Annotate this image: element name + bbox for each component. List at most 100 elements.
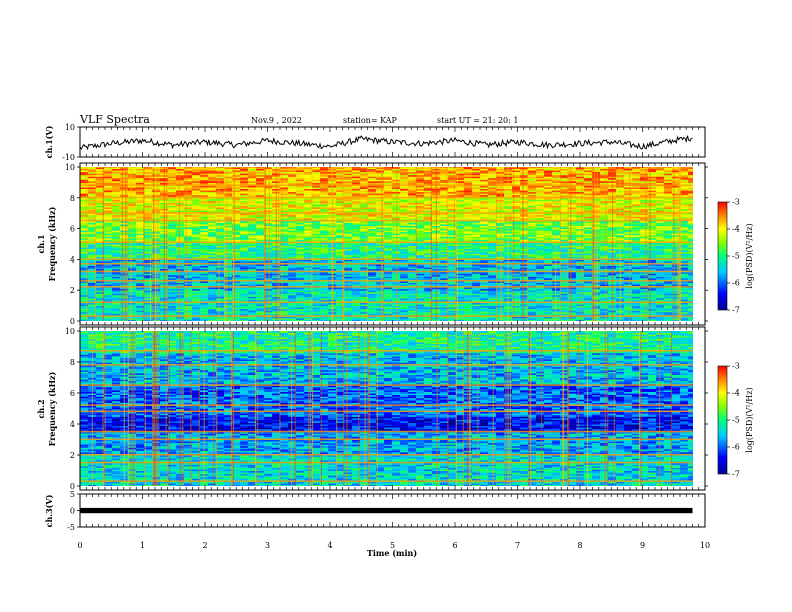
ch1-spectrogram-cell xyxy=(632,225,641,228)
ch1-spectrogram-cell xyxy=(224,251,233,254)
ch1-spectrogram-cell xyxy=(168,256,177,259)
ch1-spectrogram-cell xyxy=(208,233,217,236)
ch1-spectrogram-cell xyxy=(552,227,561,230)
ch1-spectrogram-cell xyxy=(480,230,489,233)
ch1-spectrogram-cell xyxy=(400,236,409,239)
ch1-spectrogram-cell xyxy=(576,317,585,320)
ch1-spectrogram-cell xyxy=(680,260,689,263)
ch1-spectrogram-cell xyxy=(384,248,393,251)
ch1-spectrogram-cell xyxy=(496,271,505,274)
ch1-spectrogram-cell xyxy=(416,225,425,228)
ch1-spectrogram-cell xyxy=(536,250,545,253)
ch1-spectrogram-cell xyxy=(688,237,693,240)
ch1-spectrogram-cell xyxy=(88,228,97,231)
ch1-spectrogram-cell xyxy=(376,307,385,310)
ch1-spectrogram-cell xyxy=(112,294,121,297)
ch1-spectrogram-cell xyxy=(368,231,377,234)
ch1-spectrogram-cell xyxy=(304,273,313,276)
ch1-spectrogram-cell xyxy=(656,239,665,242)
ch1-spectrogram-cell xyxy=(312,293,321,296)
ch1-spectrogram-cell xyxy=(264,313,273,316)
ch1-spectrogram-cell xyxy=(416,233,425,236)
ch1-spectrogram-cell xyxy=(640,253,649,256)
ch1-spectrogram-cell xyxy=(496,293,505,296)
ch1-spectrogram-cell xyxy=(552,228,561,231)
ch1-spectrogram-cell xyxy=(464,260,473,263)
ch1-spectrogram-cell xyxy=(96,288,105,291)
ch1-spectrogram-cell xyxy=(136,271,145,274)
ch1-spectrogram-cell xyxy=(512,233,521,236)
ch1-spectrogram-cell xyxy=(672,313,681,316)
ch1-spectrogram-cell xyxy=(536,245,545,248)
ch1-spectrogram-cell xyxy=(184,267,193,270)
ch1-spectrogram-cell xyxy=(280,277,289,280)
ch1-spectrogram-cell xyxy=(200,290,209,293)
ch1-spectrogram-cell xyxy=(168,248,177,251)
ch1-spectrogram-cell xyxy=(368,265,377,268)
ch1-spectrogram-cell xyxy=(112,282,121,285)
ch1-spectrogram-cell xyxy=(88,256,97,259)
ch1-spectrogram-cell xyxy=(280,256,289,259)
ch1-spectrogram-cell xyxy=(168,277,177,280)
ch1-spectrogram-cell xyxy=(240,308,249,311)
ch1-spectrogram-cell xyxy=(256,227,265,230)
ch1-spectrogram-cell xyxy=(376,290,385,293)
ch1-spectrogram-cell xyxy=(384,293,393,296)
ch1-spectrogram-cell xyxy=(640,259,649,262)
ch1-spectrogram-cell xyxy=(600,304,609,307)
ch1-spectrogram-cell xyxy=(424,224,433,226)
ch1-spectrogram-cell xyxy=(472,274,481,277)
ch1-spectrogram-cell xyxy=(344,250,353,253)
ch1-spectrogram-cell xyxy=(240,227,249,230)
ch1-spectrogram-cell xyxy=(640,233,649,236)
ch1-spectrogram-cell xyxy=(600,251,609,254)
ch1-spectrogram-cell xyxy=(544,220,553,223)
ch1-spectrogram-cell xyxy=(648,311,657,314)
ch1-spectrogram-cell xyxy=(448,256,457,259)
ch1-spectrogram-cell xyxy=(200,248,209,251)
ch1-spectrogram-cell xyxy=(584,297,593,300)
ch1-spectrogram-cell xyxy=(368,277,377,280)
ch1-spectrogram-cell xyxy=(280,220,289,223)
ch1-spectrogram-cell xyxy=(200,225,209,228)
ch1-spectrogram-cell xyxy=(576,287,585,290)
ch1-spectrogram-cell xyxy=(200,297,209,300)
ch1-spectrogram-cell xyxy=(352,260,361,263)
ch1-spectrogram-cell xyxy=(352,254,361,257)
ch1-spectrogram-cell xyxy=(528,256,537,259)
ch1-spectrogram-cell xyxy=(480,287,489,290)
ch1-spectrogram-cell xyxy=(80,276,89,279)
ch1-spectrogram-cell xyxy=(368,287,377,290)
ch1-spectrogram-cell xyxy=(488,260,497,263)
ch1-spectrogram-cell xyxy=(552,230,561,233)
ch1-spectrogram-cell xyxy=(168,274,177,277)
ch1-spectrogram-cell xyxy=(352,242,361,245)
ch1-spectrogram-cell xyxy=(312,319,321,321)
ch1-spectrogram-cell xyxy=(320,284,329,286)
ch1-spectrogram-cell xyxy=(296,239,305,242)
ch1-spectrogram-cell xyxy=(280,297,289,300)
ch1-spectrogram-cell xyxy=(208,253,217,256)
ch1-spectrogram-cell xyxy=(688,251,693,254)
ch1-spectrogram-cell xyxy=(88,294,97,297)
ch1-spectrogram-cell xyxy=(632,228,641,231)
ch1-spectrogram-cell xyxy=(624,294,633,297)
ch1-spectrogram-cell xyxy=(512,311,521,314)
ch1-spectrogram-cell xyxy=(416,302,425,305)
ch1-spectrogram-cell xyxy=(488,305,497,308)
ch1-spectrogram-cell xyxy=(288,288,297,291)
ch1-spectrogram-cell xyxy=(568,253,577,256)
ch1-spectrogram-cell xyxy=(296,287,305,290)
ch1-spectrogram-cell xyxy=(488,273,497,276)
ch1-spectrogram-cell xyxy=(344,296,353,299)
ch1-spectrogram-cell xyxy=(648,305,657,308)
ch1-spectrogram-cell xyxy=(632,236,641,239)
ch1-spectrogram-cell xyxy=(240,310,249,313)
ch1-spectrogram-cell xyxy=(656,231,665,234)
ch1-spectrogram-cell xyxy=(672,256,681,259)
ch1-spectrogram-cell xyxy=(600,234,609,237)
ch1-spectrogram-cell xyxy=(672,253,681,256)
ch1-spectrogram-cell xyxy=(552,220,561,223)
ch1-spectrogram-cell xyxy=(184,222,193,225)
ch1-spectrogram-cell xyxy=(664,310,673,313)
